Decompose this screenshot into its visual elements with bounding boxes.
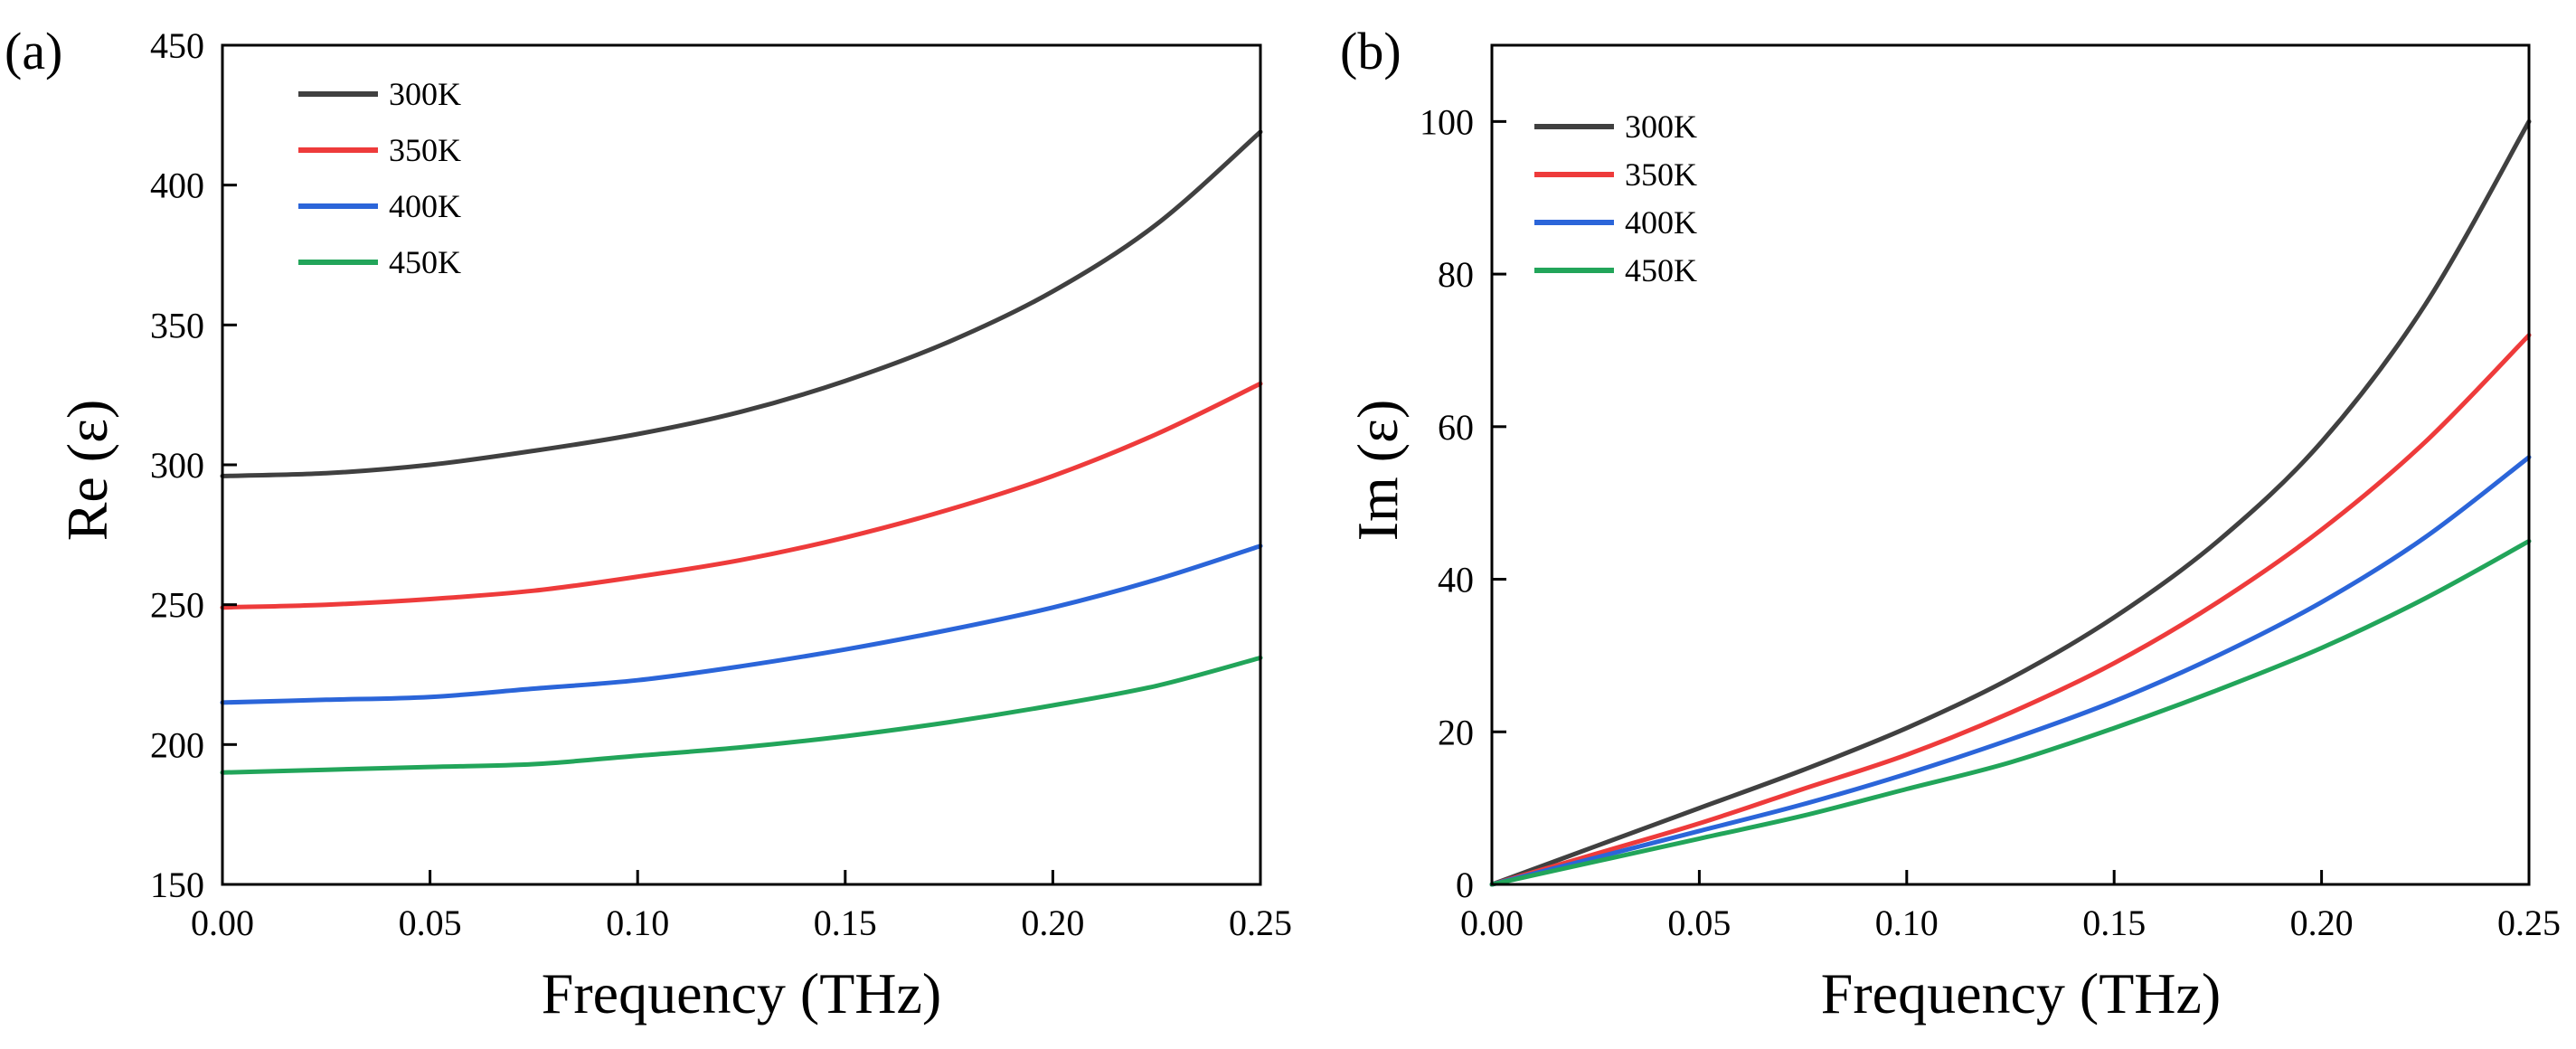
panel-a-y-tick-label: 350 [150,305,204,345]
panel-a-x-tick-label: 0.10 [606,903,669,943]
panel-a-series-450K-line [220,655,1263,775]
panel-a-legend: 300K 350K 400K 450K [298,76,461,280]
panel-b-y-tick-label: 40 [1438,560,1474,600]
panel-a-axis-ticks: 0.00 0.05 0.10 0.15 0.20 0.25 150 200 250 300 350 4… [150,25,1292,943]
panel-a-y-axis-title: Re (ε) [55,400,119,542]
panel-b-legend: 300K 350K 400K 450K [1534,109,1697,288]
panel-a-series-300K-line [220,129,1263,478]
panel-a-series-lines [220,129,1263,775]
panel-a-x-axis-title: Frequency (THz) [542,961,941,1025]
panel-a-x-tick-label: 0.15 [814,903,877,943]
panel-b-y-tick-label: 0 [1456,865,1474,905]
panel-a-x-tick-label: 0.05 [399,903,462,943]
panel-b-axis-ticks: 0.00 0.05 0.10 0.15 0.20 0.25 0 20 40 60 80 100 [1420,101,2561,943]
panel-b-series-350K-line [1489,333,2532,887]
panel-b-plot-frame [1490,43,2531,886]
panel-a-y-tick-label: 400 [150,165,204,206]
panel-b-series-450K-line [1489,538,2532,887]
panel-b-series-lines [1489,118,2532,887]
panel-b-series-300K-line [1489,118,2532,887]
panel-a-plot-frame [221,43,1262,886]
panel-b-x-tick-label: 0.00 [1460,903,1524,943]
panel-b-y-tick-label: 100 [1420,101,1474,142]
panel-b-y-axis-title: Im (ε) [1345,400,1410,542]
panel-a-series-350K-line [220,381,1263,610]
panel-a-y-tick-label: 450 [150,25,204,66]
panel-a-label: (a) [5,22,62,80]
panel-b-x-tick-label: 0.15 [2082,903,2146,943]
panel-b-label: (b) [1340,22,1401,80]
panel-b-legend-label-350K: 350K [1625,156,1697,193]
panel-a-x-tick-label: 0.20 [1021,903,1084,943]
panel-a-re-epsilon-chart: (a) 300K 350K 400K 450K 0.00 0.05 0.10 0.15 0.2… [5,22,1292,1025]
panel-a-legend-label-450K: 450K [389,244,461,280]
panel-b-legend-label-300K: 300K [1625,109,1697,145]
panel-b-x-axis-title: Frequency (THz) [1821,961,2221,1025]
panel-b-x-tick-label: 0.05 [1667,903,1731,943]
panel-b-im-epsilon-chart: (b) 300K 350K 400K 450K 0.00 0.05 0.10 0.15 0.2… [1340,22,2561,1025]
panel-b-legend-label-400K: 400K [1625,204,1697,241]
panel-a-y-tick-label: 150 [150,865,204,905]
panel-b-x-tick-label: 0.10 [1875,903,1939,943]
panel-a-series-400K-line [220,543,1263,705]
panel-a-x-tick-label: 0.00 [191,903,254,943]
panel-b-y-tick-label: 80 [1438,254,1474,295]
panel-a-y-tick-label: 300 [150,445,204,486]
panel-b-x-tick-label: 0.20 [2290,903,2354,943]
panel-a-y-tick-label: 200 [150,724,204,765]
panel-b-y-tick-label: 20 [1438,712,1474,752]
panel-b-x-tick-label: 0.25 [2497,903,2561,943]
panel-b-y-tick-label: 60 [1438,407,1474,448]
panel-a-x-tick-label: 0.25 [1229,903,1292,943]
panel-a-legend-label-350K: 350K [389,132,461,168]
panel-b-legend-label-450K: 450K [1625,252,1697,288]
panel-a-legend-label-300K: 300K [389,76,461,112]
panel-a-y-tick-label: 250 [150,585,204,626]
panel-a-legend-label-400K: 400K [389,188,461,224]
panel-b-series-400K-line [1489,455,2532,887]
